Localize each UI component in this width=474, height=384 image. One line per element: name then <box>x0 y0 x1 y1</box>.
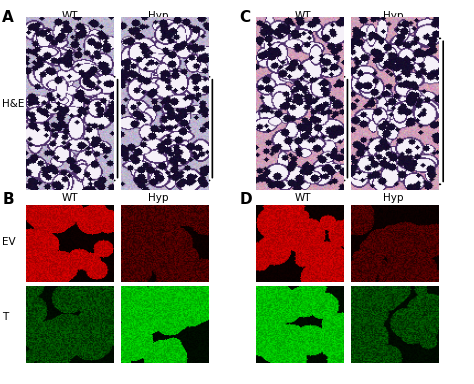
Text: T: T <box>2 312 9 322</box>
Text: A: A <box>2 10 14 25</box>
Text: WT: WT <box>62 11 78 21</box>
Text: Hyp: Hyp <box>147 11 168 21</box>
Text: WT: WT <box>62 193 78 203</box>
Text: H&E: H&E <box>2 99 25 109</box>
Text: D: D <box>239 192 252 207</box>
Text: Hyp: Hyp <box>383 193 404 203</box>
Text: Hyp: Hyp <box>147 193 168 203</box>
Text: B: B <box>2 192 14 207</box>
Text: WT: WT <box>294 11 310 21</box>
Text: Hyp: Hyp <box>383 11 404 21</box>
Text: WT: WT <box>294 193 310 203</box>
Text: C: C <box>239 10 250 25</box>
Text: EV: EV <box>2 237 16 247</box>
